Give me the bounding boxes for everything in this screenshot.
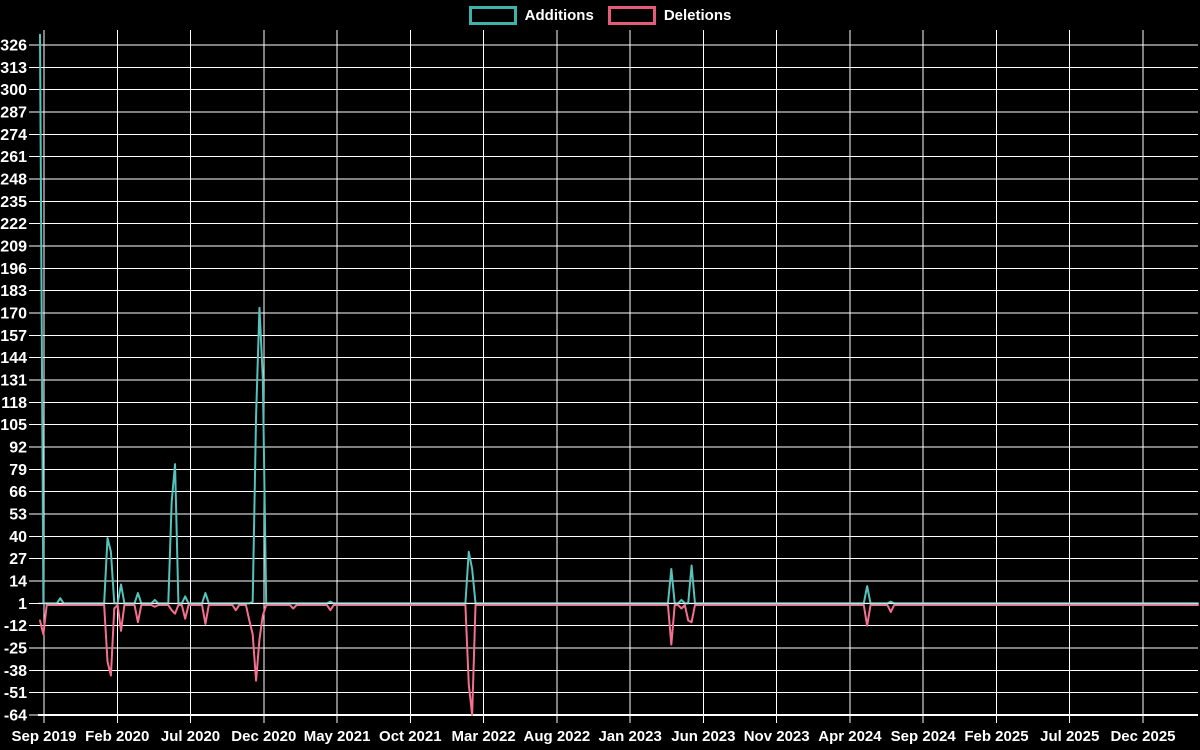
legend-item-deletions[interactable]: Deletions	[607, 6, 732, 25]
y-tick-label: 196	[0, 261, 27, 278]
x-tick-label: Oct 2021	[379, 728, 442, 745]
y-tick-label: -25	[4, 641, 27, 658]
legend-label-deletions: Deletions	[663, 7, 732, 24]
y-tick-label: 170	[0, 306, 27, 323]
y-tick-label: 313	[0, 60, 27, 77]
y-tick-label: 92	[9, 440, 27, 457]
y-tick-label: 131	[0, 373, 27, 390]
x-tick-label: Feb 2025	[964, 728, 1028, 745]
y-tick-label: 222	[0, 216, 27, 233]
x-tick-label: Sep 2024	[891, 728, 957, 745]
y-tick-label: -51	[4, 685, 27, 702]
y-tick-label: 1	[18, 596, 27, 613]
y-tick-label: 287	[0, 105, 27, 122]
y-tick-label: 66	[9, 484, 27, 501]
y-tick-label: 157	[0, 328, 27, 345]
chart-legend: Additions Deletions	[0, 6, 1200, 25]
legend-item-additions[interactable]: Additions	[468, 6, 594, 25]
x-tick-label: Aug 2022	[524, 728, 591, 745]
y-tick-label: 248	[0, 172, 27, 189]
y-tick-label: 209	[0, 239, 27, 256]
x-tick-label: Dec 2020	[231, 728, 296, 745]
y-tick-label: 27	[9, 551, 27, 568]
y-tick-label: 183	[0, 283, 27, 300]
additions-swatch-icon	[468, 6, 517, 25]
legend-label-additions: Additions	[524, 7, 594, 24]
y-tick-label: 261	[0, 149, 27, 166]
x-tick-label: Sep 2019	[11, 728, 76, 745]
y-tick-label: 118	[1, 395, 27, 412]
y-tick-label: 14	[9, 574, 27, 591]
x-tick-label: Jun 2023	[671, 728, 735, 745]
x-tick-label: Apr 2024	[818, 728, 882, 745]
y-tick-label: 53	[9, 507, 27, 524]
additions-line	[39, 33, 1199, 605]
axis-ticks	[29, 44, 1144, 723]
grid-lines	[38, 30, 1198, 716]
x-tick-label: Jul 2020	[161, 728, 220, 745]
deletions-swatch-icon	[607, 6, 656, 25]
deletions-line	[39, 604, 1199, 716]
y-tick-label: 144	[0, 350, 27, 367]
y-tick-label: -64	[4, 708, 27, 725]
y-tick-label: 326	[0, 38, 27, 55]
y-tick-label: 79	[9, 462, 27, 479]
y-tick-label: -38	[4, 663, 27, 680]
y-tick-label: 235	[0, 194, 27, 211]
x-tick-label: Jan 2023	[598, 728, 661, 745]
y-tick-label: 105	[0, 417, 27, 434]
y-tick-label: 40	[9, 529, 27, 546]
y-tick-label: -12	[4, 618, 27, 635]
x-tick-label: Mar 2022	[451, 728, 515, 745]
x-tick-label: Dec 2025	[1110, 728, 1175, 745]
x-tick-label: May 2021	[304, 728, 371, 745]
y-tick-label: 300	[0, 82, 27, 99]
x-tick-label: Feb 2020	[85, 728, 149, 745]
y-tick-label: 274	[0, 127, 27, 144]
axis-labels: 326 313 300 287 274 261 248 235 222 209 196 183 170 1…	[0, 38, 1175, 746]
x-tick-label: Jul 2025	[1040, 728, 1099, 745]
x-tick-label: Nov 2023	[744, 728, 810, 745]
